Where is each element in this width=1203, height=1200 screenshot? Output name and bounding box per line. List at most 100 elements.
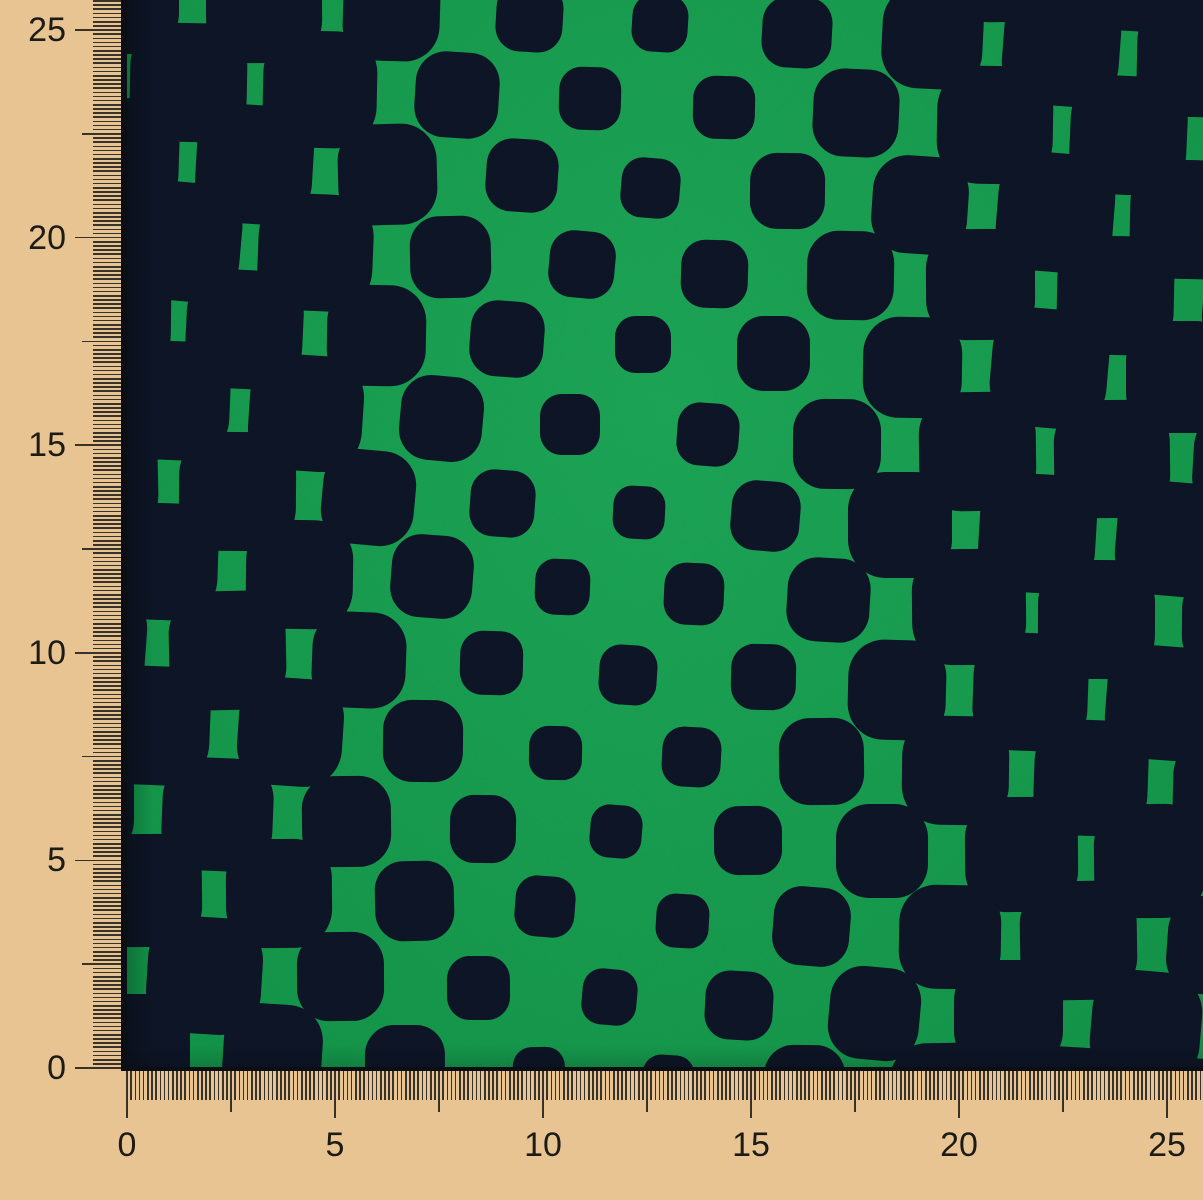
ruler-minor-tick (380, 1071, 382, 1100)
ruler-minor-tick (151, 1071, 153, 1100)
ruler-minor-tick (93, 145, 121, 148)
pattern-dot (467, 467, 538, 539)
pattern-dot (662, 561, 726, 626)
ruler-minor-tick (342, 1071, 345, 1100)
pattern-dot (587, 802, 644, 860)
ruler-half-tick (854, 1071, 856, 1112)
ruler-minor-tick (93, 431, 121, 434)
ruler-minor-tick (93, 772, 121, 775)
ruler-half-tick (82, 340, 121, 343)
ruler-minor-tick (350, 1071, 353, 1100)
ruler-minor-tick (908, 1071, 910, 1100)
ruler-minor-tick (567, 1071, 569, 1100)
ruler-minor-tick (93, 394, 121, 397)
ruler-minor-tick (93, 714, 121, 716)
ruler-half-tick (82, 133, 121, 135)
ruler-minor-tick (93, 294, 121, 297)
ruler-minor-tick (93, 299, 121, 301)
ruler-minor-tick (93, 544, 121, 546)
ruler-minor-tick (883, 1071, 885, 1100)
ruler-minor-tick (238, 1071, 241, 1100)
ruler-minor-tick (93, 830, 121, 833)
ruler-minor-tick (833, 1071, 836, 1100)
pattern-dot (579, 967, 639, 1028)
ruler-minor-tick (93, 45, 121, 48)
pattern-dot (674, 400, 742, 469)
ruler-minor-tick (1199, 1071, 1202, 1100)
ruler-minor-tick (93, 203, 121, 206)
ruler-minor-tick (93, 332, 121, 334)
ruler-half-tick (230, 1071, 232, 1112)
ruler-minor-tick (741, 1071, 744, 1100)
ruler-minor-tick (93, 407, 121, 409)
ruler-minor-tick (941, 1071, 944, 1100)
ruler-minor-tick (93, 880, 121, 883)
ruler-minor-tick (93, 789, 121, 791)
ruler-minor-tick (93, 99, 121, 102)
ruler-minor-tick (242, 1071, 245, 1100)
ruler-minor-tick (1058, 1071, 1060, 1100)
ruler-minor-tick (147, 1071, 149, 1100)
ruler-minor-tick (93, 37, 121, 40)
ruler-minor-tick (93, 813, 121, 816)
ruler-minor-tick (93, 307, 121, 310)
ruler-minor-tick (1182, 1071, 1185, 1100)
ruler-minor-tick (93, 1000, 121, 1003)
ruler-minor-tick (93, 87, 121, 89)
ruler-minor-tick (900, 1071, 902, 1100)
ruler-minor-tick (93, 851, 121, 853)
ruler-minor-tick (201, 1071, 203, 1100)
ruler-minor-tick (417, 1071, 420, 1100)
ruler-minor-tick (93, 461, 121, 463)
ruler-minor-tick (93, 506, 121, 509)
ruler-minor-tick (346, 1071, 349, 1100)
pattern-dot (729, 643, 797, 711)
ruler-minor-tick (93, 245, 121, 247)
ruler-minor-tick (93, 286, 121, 289)
ruler-minor-tick (1024, 1071, 1027, 1100)
ruler-minor-tick (93, 224, 121, 226)
ruler-minor-tick (371, 1071, 374, 1100)
ruler-minor-tick (658, 1071, 661, 1100)
ruler-minor-tick (93, 593, 121, 596)
ruler-minor-tick (93, 41, 121, 44)
ruler-minor-tick (93, 1013, 121, 1015)
ruler-minor-tick (804, 1071, 806, 1100)
ruler-minor-tick (93, 780, 121, 783)
ruler-minor-tick (725, 1071, 727, 1100)
ruler-minor-tick (93, 1050, 121, 1053)
ruler-minor-tick (538, 1071, 540, 1100)
ruler-minor-tick (1074, 1071, 1077, 1100)
ruler-minor-tick (1099, 1071, 1102, 1100)
ruler-minor-tick (1066, 1071, 1069, 1100)
ruler-minor-tick (93, 232, 121, 235)
ruler-minor-tick (93, 589, 121, 592)
ruler-minor-tick (837, 1071, 840, 1100)
ruler-minor-tick (93, 980, 121, 982)
ruler-minor-tick (93, 373, 121, 376)
ruler-minor-tick (704, 1071, 707, 1100)
ruler-minor-tick (93, 253, 121, 256)
ruler-minor-tick (93, 950, 121, 953)
ruler-minor-tick (733, 1071, 736, 1100)
ruler-minor-tick (93, 211, 121, 214)
ruler-minor-tick (771, 1071, 773, 1100)
ruler-minor-tick (496, 1071, 499, 1100)
ruler-minor-tick (775, 1071, 777, 1100)
ruler-minor-tick (367, 1071, 370, 1100)
pattern-dot (629, 0, 690, 54)
ruler-minor-tick (325, 1071, 328, 1100)
ruler-minor-tick (93, 735, 121, 737)
ruler-minor-tick (93, 523, 121, 525)
ruler-minor-tick (93, 681, 121, 683)
ruler-minor-tick (321, 1071, 324, 1100)
ruler-minor-tick (895, 1071, 898, 1100)
ruler-minor-tick (563, 1071, 565, 1100)
ruler-minor-tick (479, 1071, 482, 1100)
ruler-minor-tick (571, 1071, 573, 1100)
ruler-minor-tick (612, 1071, 615, 1100)
ruler-minor-tick (93, 378, 121, 380)
ruler-minor-tick (246, 1071, 249, 1100)
ruler-minor-tick (93, 892, 121, 895)
ruler-minor-tick (1120, 1071, 1123, 1100)
